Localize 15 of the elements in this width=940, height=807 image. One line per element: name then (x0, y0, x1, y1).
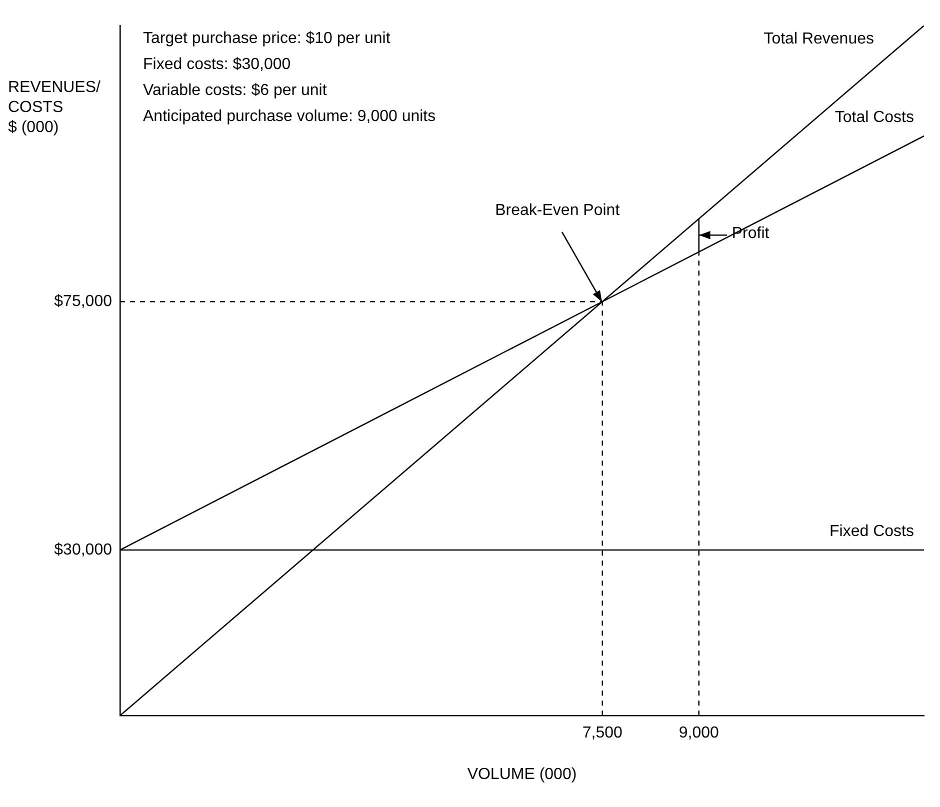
series-label: Fixed Costs (830, 523, 914, 540)
x-axis-title: VOLUME (000) (467, 766, 577, 783)
y-tick-label: $75,000 (54, 293, 112, 310)
series-label: Total Revenues (764, 30, 874, 48)
y-tick-label: $30,000 (54, 541, 112, 558)
series-label: Total Costs (834, 109, 914, 126)
annotation: Fixed costs: $30,000 (143, 55, 292, 75)
x-tick-label: 9,000 (678, 724, 719, 742)
annotation: Break-Even Point (495, 202, 620, 220)
annotation: Variable costs: $6 per unit (143, 81, 328, 101)
x-tick-label: 7,500 (582, 724, 623, 742)
annotation: Target purchase price: $10 per unit (143, 29, 392, 49)
annotation: Profit (732, 225, 770, 244)
y-axis-title: REVENUES/ COSTS $ (000) (8, 78, 102, 138)
annotation: Anticipated purchase volume: 9,000 units (143, 107, 436, 127)
